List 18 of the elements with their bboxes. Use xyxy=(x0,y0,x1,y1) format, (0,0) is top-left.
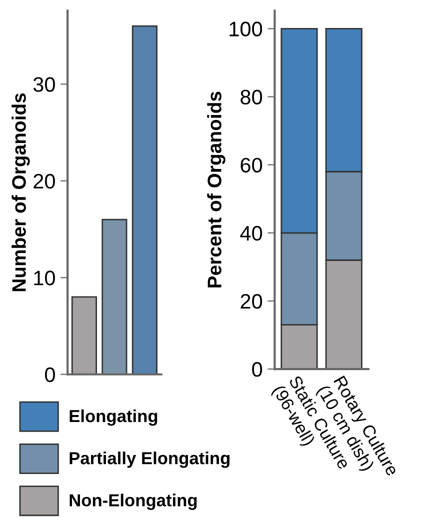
y-tick-label: 20 xyxy=(240,294,262,309)
y-tick-label: 40 xyxy=(240,226,262,241)
y-axis-title: Percent of Organoids xyxy=(207,92,226,288)
legend-label: Elongating xyxy=(70,409,158,426)
legend-label: Partially Elongating xyxy=(70,452,230,468)
legend-label: Non-Elongating xyxy=(70,494,197,510)
y-tick-label: 80 xyxy=(240,90,262,104)
y-tick-label: 60 xyxy=(240,158,262,173)
bar xyxy=(132,25,158,374)
bar xyxy=(71,296,97,374)
y-tick-label: 0 xyxy=(252,362,262,377)
y-tick-label: 10 xyxy=(34,270,55,286)
y-tick-label: 20 xyxy=(34,174,55,189)
y-axis-title: Number of Organoids xyxy=(12,93,30,292)
y-tick-label: 30 xyxy=(33,77,55,92)
y-tick-label: 100 xyxy=(230,22,262,36)
bar xyxy=(102,218,128,374)
y-tick-label: 0 xyxy=(45,367,55,382)
